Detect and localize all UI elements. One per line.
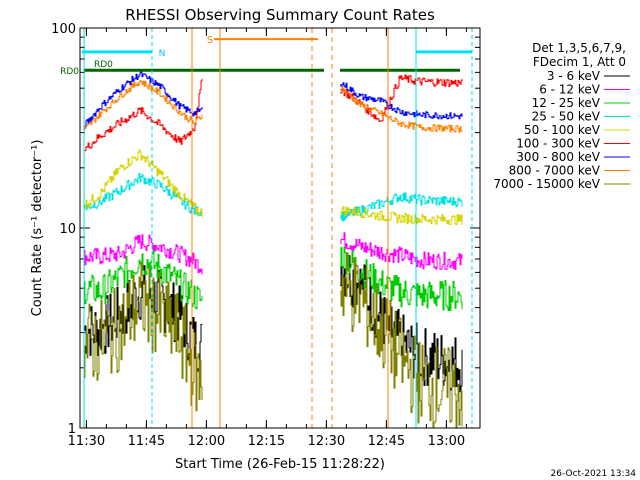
legend-label-8: 800 - 7000 keV <box>509 164 601 178</box>
x-tick-label: 11:30 <box>68 434 105 449</box>
series-8-line-1 <box>84 80 203 131</box>
legend-header-line-1: Det 1,3,5,6,7,9, <box>532 41 626 55</box>
series-6-line-1 <box>84 78 203 152</box>
x-tick-label: 12:30 <box>308 434 345 449</box>
series-5-line-1 <box>84 149 203 217</box>
legend-label-3: 12 - 25 keV <box>532 96 601 110</box>
series-2-line-1 <box>84 234 203 275</box>
flag-label-rd0-top: RD0 <box>94 60 113 70</box>
y-tick-label: 1 <box>68 422 76 437</box>
series-9-line-1 <box>84 261 203 412</box>
x-tick-label: 12:15 <box>248 434 285 449</box>
x-axis-label: Start Time (26-Feb-15 11:28:22) <box>175 457 385 472</box>
series-3-line-2 <box>340 246 463 312</box>
series-3-line-1 <box>84 250 203 310</box>
x-tick-label: 12:00 <box>188 434 225 449</box>
x-tick-label: 11:45 <box>128 434 165 449</box>
chart-marks: 11:30 11:45 12:00 12:15 12:30 12:45 13:00 1 10 10… <box>51 22 630 449</box>
y-tick-label: 10 <box>59 222 76 237</box>
flag-label-s: S <box>207 35 213 46</box>
x-tick-label: 12:45 <box>368 434 405 449</box>
legend-label-1: 3 - 6 keV <box>547 69 601 83</box>
legend-label-7: 300 - 800 keV <box>516 150 600 164</box>
y-axis-label: Count Rate (s⁻¹ detector⁻¹) <box>30 140 45 317</box>
legend-header-line-2: FDecim 1, Att 0 <box>533 55 626 69</box>
flag-label-n: N <box>159 49 166 59</box>
flag-label-rd0-left: RD0 <box>60 67 79 77</box>
series-7-line-1 <box>84 71 203 129</box>
legend-label-2: 6 - 12 keV <box>539 83 601 97</box>
legend-label-5: 50 - 100 keV <box>524 123 601 137</box>
legend-label-9: 7000 - 15000 keV <box>493 177 600 191</box>
plot-frame <box>79 27 481 429</box>
series-4-line-1 <box>84 173 203 218</box>
plot-timestamp: 26-Oct-2021 13:34 <box>551 469 637 479</box>
series-7-line-2 <box>340 82 463 120</box>
series-2-line-2 <box>340 232 463 270</box>
x-tick-label: 13:00 <box>428 434 465 449</box>
series-9-line-2 <box>340 252 463 429</box>
series-5-line-2 <box>340 206 463 226</box>
legend-label-6: 100 - 300 keV <box>516 137 600 151</box>
legend-label-4: 25 - 50 keV <box>532 110 601 124</box>
chart-title: RHESSI Observing Summary Count Rates <box>125 6 435 24</box>
series-8-line-2 <box>340 85 463 133</box>
y-tick-label: 100 <box>51 22 76 37</box>
